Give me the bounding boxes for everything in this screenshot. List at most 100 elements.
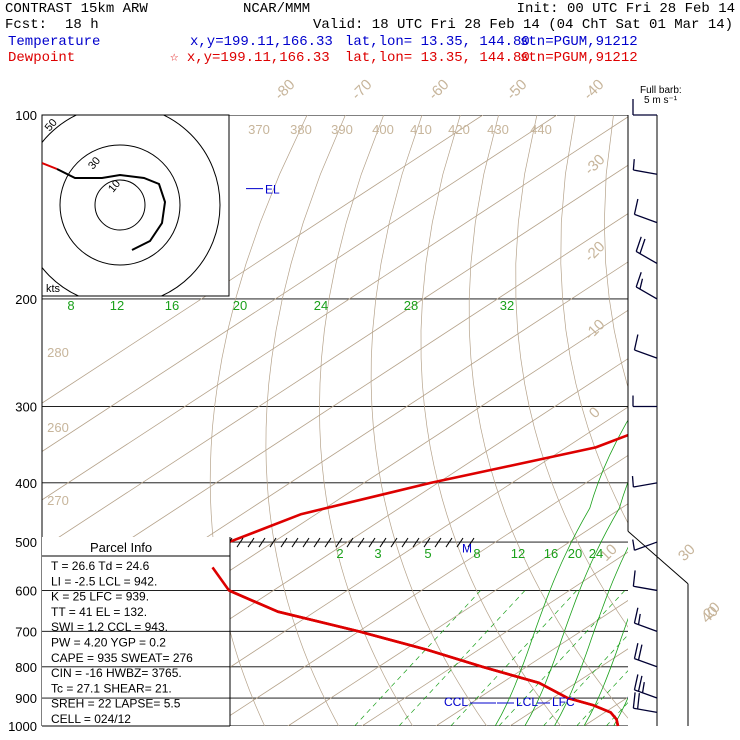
m-marker: M (462, 541, 472, 555)
wind-barb (633, 198, 658, 224)
hatch-mark (302, 537, 310, 548)
mixing-ratio-line (398, 590, 526, 726)
dry-adiabat (515, 115, 628, 628)
dry-adiabat (688, 115, 740, 726)
isotherm-label: -70 (348, 76, 375, 103)
temperature-xy: x,y=199.11,166.33 (190, 34, 333, 50)
hatch-mark (236, 537, 244, 548)
dewpoint-latlon: lat,lon= 13.35, 144.80 (345, 50, 530, 66)
hodograph-box (41, 114, 230, 297)
pressure-tick-label: 300 (15, 400, 37, 415)
lfc-marker: LFC (552, 695, 575, 709)
temperature-latlon: lat,lon= 13.35, 144.80 (345, 34, 530, 50)
wind-barb (633, 643, 658, 668)
wind-barb (632, 99, 657, 116)
el-marker: EL (265, 183, 280, 197)
moist-adiabat (673, 299, 740, 726)
dry-adiabat-label: 380 (290, 122, 312, 137)
wind-barb (632, 395, 657, 408)
moist-adiabat (643, 299, 740, 726)
isotherm-label: -20 (581, 238, 608, 265)
dry-adiabat-label: 260 (47, 420, 69, 435)
wind-barb (635, 236, 658, 265)
temperature-label: Temperature (8, 34, 101, 50)
dry-adiabat (370, 115, 487, 726)
dry-adiabat-label: 390 (331, 122, 353, 137)
isotherm-line (509, 648, 628, 726)
dry-adiabat (560, 115, 628, 524)
hatch-mark (291, 537, 299, 548)
mixing-ratio-line (498, 590, 626, 726)
parcel-row: CELL = 024/12 (51, 712, 131, 726)
isotherm-line (361, 551, 628, 726)
mixing-ratio-label: 2 (336, 546, 343, 561)
isotherm-label: -60 (425, 76, 452, 103)
mixing-ratio-label: 24 (589, 546, 603, 561)
dry-adiabat-label: 430 (487, 122, 509, 137)
hatch-mark (258, 537, 266, 548)
mixing-ratio-label: 16 (544, 546, 558, 561)
dry-adiabat-label: 420 (448, 122, 470, 137)
pressure-tick-label: 500 (15, 535, 37, 550)
isotherm-label: -30 (581, 151, 608, 178)
isotherm-line (732, 115, 740, 726)
isotherm-label: -40 (580, 76, 607, 103)
moist-adiabat-label: 8 (67, 298, 74, 313)
pressure-tick-label: 1000 (8, 719, 37, 734)
hatch-mark (313, 537, 321, 548)
dry-adiabat (728, 115, 740, 726)
mixing-ratio-label: 8 (473, 546, 480, 561)
parcel-row: PW = 4.20 YGP = 0.2 (51, 636, 166, 650)
dry-adiabat-label: 280 (47, 345, 69, 360)
pressure-tick-label: 400 (15, 476, 37, 491)
moist-adiabat (524, 481, 628, 726)
hatch-mark (324, 537, 332, 548)
dry-adiabat-label: 370 (248, 122, 270, 137)
mixing-ratio-label: 3 (374, 546, 381, 561)
hatch-mark (368, 537, 376, 548)
dry-adiabat-label: 440 (530, 122, 552, 137)
mixing-ratio-line (605, 702, 628, 726)
dry-adiabat (647, 115, 740, 726)
lcl-marker: LCL (516, 695, 538, 709)
isotherm-line (658, 115, 740, 726)
dewpoint-trace-low (211, 566, 620, 727)
mixing-ratio-label: 12 (511, 546, 525, 561)
parcel-row: SREH = 22 LAPSE= 5.5 (51, 697, 181, 711)
mixing-ratio-label: 20 (568, 546, 582, 561)
parcel-row: CAPE = 935 SWEAT= 276 (51, 651, 193, 665)
wind-barb (632, 159, 658, 175)
hodograph-trace (42, 163, 43, 165)
dewpoint-xy: ☆ x,y=199.11,166.33 (170, 50, 330, 66)
wind-barbs (631, 99, 658, 726)
hatch-mark (357, 537, 365, 548)
fcst-value: 18 h (65, 17, 99, 33)
hodograph-trace (42, 162, 58, 170)
parcel-info-box: Parcel Info T = 26.6 Td = 24.6LI = -2.5 L… (42, 537, 620, 727)
dewpoint-label: Dewpoint (8, 50, 76, 66)
moist-adiabat-label: 16 (165, 298, 179, 313)
pressure-tick-label: 700 (15, 624, 37, 639)
mixing-ratio-line (576, 670, 628, 726)
mixing-ratio-line (354, 590, 481, 726)
full-barb-label: Full barb: (640, 85, 682, 96)
hodograph-ring (94, 179, 146, 231)
hatch-mark (434, 537, 442, 548)
wind-barb (632, 570, 658, 592)
mixing-ratio-line (543, 634, 628, 726)
dry-adiabat (265, 115, 346, 726)
valid-time: Valid: 18 UTC Fri 28 Feb 14 (04 ChT Sat … (313, 17, 734, 33)
wind-barb (633, 607, 658, 632)
moist-adiabat-label: 12 (110, 298, 124, 313)
wind-barb (633, 334, 658, 359)
parcel-row: K = 25 LFC = 939. (51, 590, 149, 604)
center-label: NCAR/MMM (243, 1, 311, 17)
ccl-marker: CCL (444, 695, 468, 709)
isotherm-line (435, 600, 628, 726)
pressure-tick-label: 600 (15, 583, 37, 598)
moist-adiabat-label: 32 (500, 298, 514, 313)
isotherm-label: 30 (675, 541, 699, 565)
isotherm-line (287, 503, 628, 726)
wind-barb (631, 476, 658, 488)
